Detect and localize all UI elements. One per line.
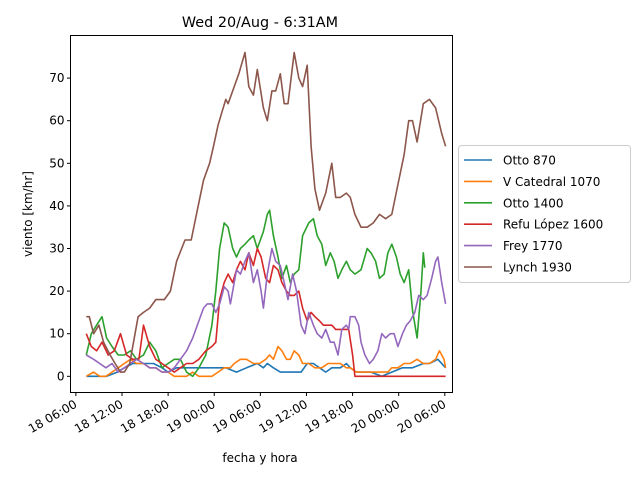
x-tick-label: 19 12:00 xyxy=(256,397,309,436)
legend-label: V Catedral 1070 xyxy=(503,175,600,189)
series-line-lynch-1930 xyxy=(86,51,447,373)
legend-label: Lynch 1930 xyxy=(503,261,572,275)
y-tick-label: 30 xyxy=(49,242,64,256)
plot-frame xyxy=(70,35,453,393)
y-tick-label: 20 xyxy=(49,284,64,298)
series-layer xyxy=(85,51,447,378)
x-tick-label: 19 06:00 xyxy=(210,397,263,436)
y-tick-label: 60 xyxy=(49,114,64,128)
x-tick-label: 18 06:00 xyxy=(26,397,79,436)
x-tick-label: 18 12:00 xyxy=(72,397,125,436)
x-tick-label: 19 00:00 xyxy=(164,397,217,436)
x-tick-label: 19 18:00 xyxy=(303,397,356,436)
y-tick-label: 10 xyxy=(49,327,64,341)
x-tick-label: 20 00:00 xyxy=(349,397,402,436)
legend: Otto 870 V Catedral 1070 Otto 1400 Refu Lóp… xyxy=(458,145,631,283)
x-tick-label: 18 18:00 xyxy=(118,397,171,436)
y-axis: 0 10 20 30 40 50 60 70 xyxy=(49,71,71,383)
legend-frame xyxy=(458,145,631,283)
legend-label: Frey 1770 xyxy=(503,239,563,253)
y-tick-label: 0 xyxy=(57,369,65,383)
chart-title: Wed 20/Aug - 6:31AM xyxy=(182,15,338,31)
x-axis-label: fecha y hora xyxy=(222,451,297,465)
legend-label: Otto 1400 xyxy=(503,196,564,210)
y-axis-label: viento [km/hr] xyxy=(21,171,35,257)
y-tick-label: 40 xyxy=(49,199,64,213)
y-tick-label: 50 xyxy=(49,156,64,170)
series-line-otto-1400 xyxy=(85,209,426,378)
legend-label: Refu López 1600 xyxy=(503,218,603,232)
y-tick-label: 70 xyxy=(49,71,64,85)
series-line-frey-1770 xyxy=(85,247,447,373)
legend-label: Otto 870 xyxy=(503,154,556,168)
x-tick-label: 20 06:00 xyxy=(395,397,448,436)
